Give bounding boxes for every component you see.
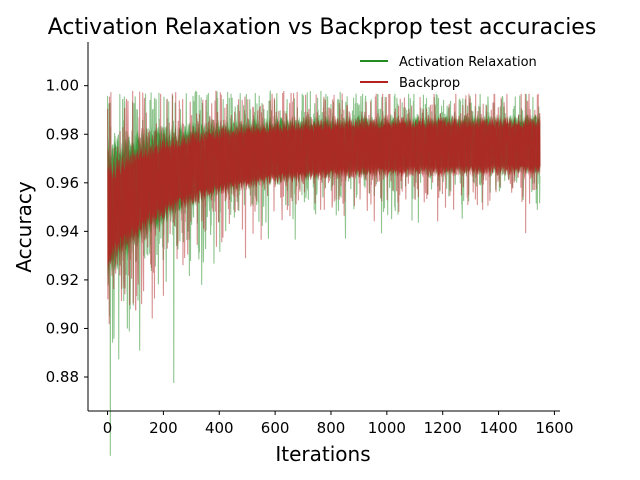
y-tick-label: 0.98 [46, 125, 79, 143]
series-line [107, 90, 541, 325]
y-tick-label: 0.90 [46, 319, 79, 337]
legend-box [352, 49, 550, 94]
y-tick-label: 0.96 [46, 174, 79, 192]
y-tick-label: 0.88 [46, 368, 79, 386]
axes: 0 200 400 600 800 1000 1200 1400 1600 0.88 0.90 0.9… [46, 42, 574, 437]
x-tick-label: 1400 [479, 419, 517, 437]
x-tick-label: 800 [317, 419, 346, 437]
y-tick-label: 0.92 [46, 271, 79, 289]
y-axis-label: Accuracy [12, 181, 36, 272]
series-band [107, 116, 541, 268]
legend-entry-label: Backprop [399, 76, 460, 91]
legend: Activation Relaxation Backprop [352, 49, 550, 94]
x-tick-label: 0 [103, 419, 113, 437]
x-tick-label: 1200 [424, 419, 462, 437]
x-tick-label: 400 [205, 419, 234, 437]
chart-title: Activation Relaxation vs Backprop test a… [48, 15, 597, 40]
x-tick-label: 1600 [535, 419, 573, 437]
x-tick-label: 1000 [368, 419, 406, 437]
legend-entry-label: Activation Relaxation [399, 55, 537, 70]
plot-area [107, 89, 541, 456]
x-tick-label: 600 [261, 419, 290, 437]
y-tick-label: 1.00 [46, 77, 79, 95]
x-tick-label: 200 [149, 419, 178, 437]
x-axis-label: Iterations [275, 442, 370, 466]
y-tick-label: 0.94 [46, 222, 79, 240]
